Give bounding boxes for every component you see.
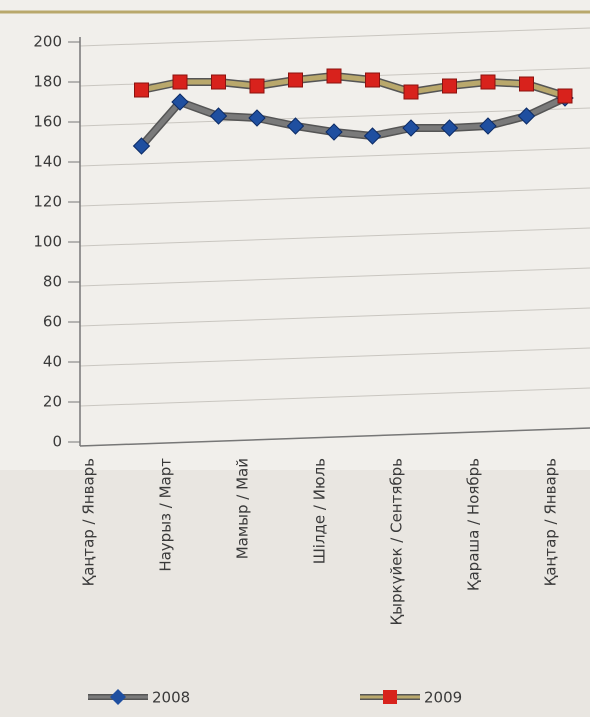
marker — [402, 119, 420, 137]
y-tick-label: 200 — [33, 33, 62, 51]
marker — [171, 93, 189, 111]
marker — [479, 117, 497, 135]
y-tick-label: 140 — [33, 153, 62, 171]
marker — [286, 117, 305, 135]
grid-line — [79, 27, 590, 47]
x-axis — [79, 427, 590, 447]
marker — [480, 74, 496, 90]
legend-label: 2008 — [152, 689, 190, 707]
legend-marker — [383, 690, 397, 704]
y-tick-label: 40 — [43, 353, 62, 371]
marker — [403, 84, 419, 100]
marker — [134, 82, 149, 98]
x-tick-label: Қараша / Ноябрь — [465, 458, 483, 591]
x-tick-label: Шілде / Июль — [311, 458, 329, 564]
y-tick-label: 100 — [33, 233, 62, 251]
y-tick-label: 20 — [43, 393, 62, 411]
grid-line — [79, 147, 590, 167]
marker — [519, 76, 534, 92]
x-tick-label: Қыркүйек / Сентябрь — [388, 458, 406, 625]
y-tick-label: 0 — [52, 433, 62, 451]
grid-line — [79, 227, 590, 247]
marker — [288, 72, 303, 88]
marker — [209, 107, 228, 125]
y-tick-label: 160 — [33, 113, 62, 131]
marker — [557, 88, 573, 104]
marker — [517, 107, 536, 125]
marker — [132, 137, 151, 155]
marker — [325, 123, 343, 141]
grid-line — [79, 387, 590, 407]
marker — [249, 78, 265, 94]
marker — [442, 78, 457, 94]
legend-label: 2009 — [424, 689, 462, 707]
marker — [248, 109, 266, 127]
x-tick-label: Қаңтар / Январь — [80, 458, 98, 586]
legend-marker — [110, 689, 126, 705]
marker — [440, 119, 459, 137]
marker — [363, 127, 382, 145]
marker — [172, 74, 188, 90]
plot-background — [0, 0, 590, 470]
grid-line — [79, 307, 590, 327]
grid-line — [79, 347, 590, 367]
grid-line — [79, 187, 590, 207]
marker — [365, 72, 380, 88]
y-tick-label: 120 — [33, 193, 62, 211]
marker — [211, 74, 226, 90]
x-tick-label: Наурыз / Март — [157, 458, 175, 572]
y-tick-label: 80 — [43, 273, 62, 291]
y-tick-label: 60 — [43, 313, 62, 331]
marker — [326, 68, 342, 84]
x-tick-label: Қаңтар / Январь — [542, 458, 560, 586]
grid-line — [79, 267, 590, 287]
y-tick-label: 180 — [33, 73, 62, 91]
x-tick-label: Мамыр / Май — [234, 458, 252, 559]
